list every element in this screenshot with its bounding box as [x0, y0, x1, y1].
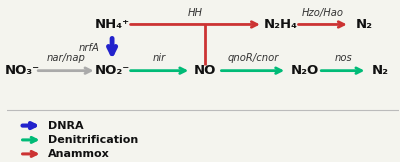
Text: Anammox: Anammox — [48, 149, 110, 159]
Text: nos: nos — [334, 53, 352, 63]
Text: NO: NO — [194, 64, 216, 77]
Text: N₂: N₂ — [356, 18, 373, 31]
Text: N₂H₄: N₂H₄ — [264, 18, 298, 31]
Text: HH: HH — [188, 8, 202, 18]
Text: NO₂⁻: NO₂⁻ — [94, 64, 130, 77]
Text: nrfA: nrfA — [79, 43, 100, 53]
Text: DNRA: DNRA — [48, 121, 84, 131]
Text: nar/nap: nar/nap — [46, 53, 85, 63]
Text: NH₄⁺: NH₄⁺ — [94, 18, 130, 31]
Text: qnoR/cnor: qnoR/cnor — [227, 53, 279, 63]
Text: Hzo/Hao: Hzo/Hao — [302, 8, 344, 18]
Text: N₂: N₂ — [371, 64, 388, 77]
Text: NO₃⁻: NO₃⁻ — [4, 64, 40, 77]
Text: N₂O: N₂O — [290, 64, 319, 77]
Text: Denitrification: Denitrification — [48, 135, 138, 145]
Text: nir: nir — [153, 53, 166, 63]
